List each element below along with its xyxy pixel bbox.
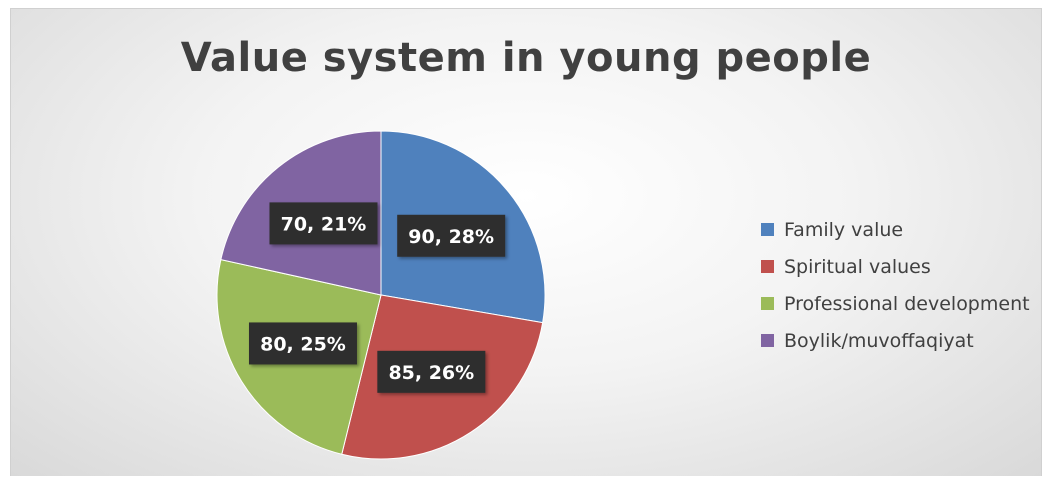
- legend-item-2: Spiritual values: [761, 248, 1030, 285]
- legend: Family value Spiritual values Professional…: [761, 211, 1030, 359]
- chart-area: Value system in young people 90, 28% 85, …: [10, 8, 1042, 476]
- legend-item-4: Boylik/muvoffaqiyat: [761, 322, 1030, 359]
- data-label-box: [377, 350, 486, 393]
- legend-item-3: Professional development: [761, 285, 1030, 322]
- data-label-text: 70, 21%: [281, 213, 367, 235]
- legend-label: Boylik/muvoffaqiyat: [784, 329, 974, 352]
- legend-swatch: [761, 334, 774, 347]
- legend-label: Spiritual values: [784, 255, 931, 278]
- data-label-box: [269, 202, 378, 245]
- legend-label: Family value: [784, 218, 904, 241]
- data-label-box: [397, 214, 506, 257]
- pie-chart: 90, 28% 85, 26% 80, 25% 70, 21%: [216, 130, 546, 460]
- data-label-2: 85, 26%: [377, 350, 486, 393]
- data-label-text: 80, 25%: [260, 333, 346, 355]
- chart-title: Value system in young people: [180, 35, 872, 81]
- data-label-4: 70, 21%: [269, 202, 378, 245]
- legend-label: Professional development: [784, 292, 1030, 315]
- data-label-3: 80, 25%: [248, 322, 357, 365]
- data-label-text: 85, 26%: [388, 362, 474, 384]
- legend-swatch: [761, 260, 774, 273]
- data-label-box: [248, 322, 357, 365]
- legend-item-1: Family value: [761, 211, 1030, 248]
- data-label-1: 90, 28%: [397, 214, 506, 257]
- legend-swatch: [761, 223, 774, 236]
- data-label-text: 90, 28%: [408, 226, 494, 248]
- legend-swatch: [761, 297, 774, 310]
